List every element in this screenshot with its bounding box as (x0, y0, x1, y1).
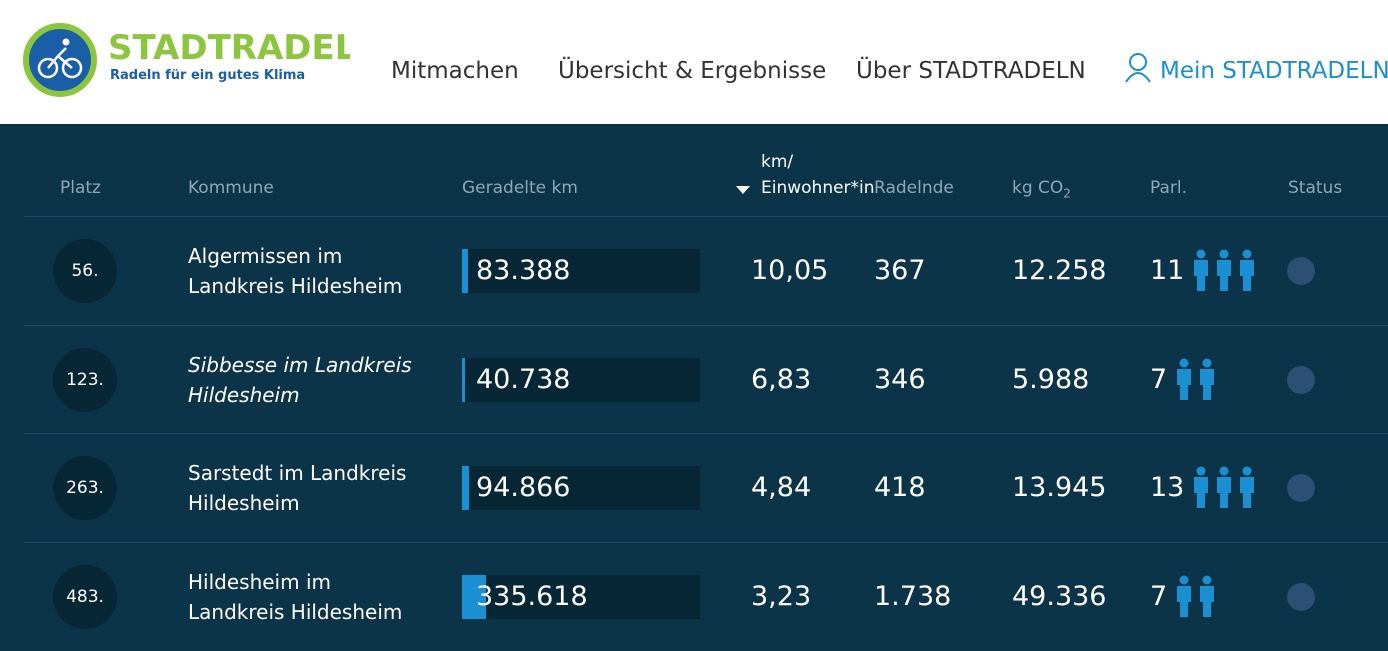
km-bar (462, 249, 468, 293)
column-header[interactable]: Kommune (188, 178, 274, 198)
table-row[interactable]: 263. Sarstedt im Landkreis Hildesheim 94.8… (24, 433, 1388, 542)
km-value: 335.618 (476, 580, 588, 612)
parliamentarians: 7 (1150, 580, 1168, 612)
km-box: 40.738 (462, 357, 700, 402)
sort-arrow[interactable] (735, 184, 751, 196)
municipality-name: Hildesheim im Landkreis Hildesheim (188, 569, 403, 624)
cyclists: 1.738 (874, 580, 952, 612)
parl-icons (1192, 466, 1262, 510)
account-icon[interactable] (1124, 52, 1152, 84)
header-text: kg CO (1012, 178, 1064, 198)
parl-icons (1175, 358, 1245, 402)
km-value: 83.388 (476, 255, 571, 286)
municipality-name: Sarstedt im Landkreis Hildesheim (188, 461, 407, 515)
logo-icon[interactable] (22, 22, 98, 98)
km-box: 83.388 (462, 249, 700, 293)
logo-title[interactable]: STADTRADELN (108, 28, 350, 68)
table-row[interactable]: 123. Sibbesse im Landkreis Hildesheim 40.7… (24, 324, 1388, 434)
nav-link[interactable]: Über STADTRADELN (856, 58, 1086, 84)
account-link[interactable]: Mein STADTRADELN (1160, 58, 1388, 84)
km-value: 40.738 (476, 363, 571, 395)
table-row[interactable]: 56. Algermissen im Landkreis Hildesheim 83… (24, 216, 1388, 325)
km-per-inhabitant: 10,05 (751, 255, 829, 286)
header-subscript: 2 (1063, 186, 1071, 201)
cyclists: 346 (874, 363, 926, 395)
rank-badge: 123. (53, 347, 117, 412)
results-table: Platz Kommune Geradelte km km/ Einwohner… (0, 124, 1388, 646)
status-dot (1287, 582, 1315, 611)
column-header[interactable]: kg CO2 (1012, 178, 1071, 200)
column-header[interactable]: Geradelte km (462, 178, 578, 198)
column-header[interactable]: Radelnde (874, 178, 954, 198)
status-dot (1287, 365, 1315, 394)
km-bar (462, 357, 465, 402)
column-header[interactable]: Einwohner*in (761, 178, 875, 198)
parliamentarians: 11 (1150, 255, 1185, 286)
km-per-inhabitant: 3,23 (751, 580, 812, 612)
column-header[interactable]: Platz (60, 178, 101, 198)
column-header[interactable]: km/ (761, 152, 794, 172)
co2: 49.336 (1012, 580, 1107, 612)
nav-link[interactable]: Übersicht & Ergebnisse (558, 58, 827, 84)
parl-icons (1175, 575, 1245, 619)
nav-link[interactable]: Mitmachen (391, 58, 519, 84)
km-box: 335.618 (462, 574, 700, 619)
co2: 5.988 (1012, 363, 1090, 395)
co2: 13.945 (1012, 472, 1107, 503)
status-dot (1287, 474, 1315, 502)
km-value: 94.866 (476, 472, 571, 503)
km-per-inhabitant: 6,83 (751, 363, 812, 395)
municipality-name: Algermissen im Landkreis Hildesheim (188, 244, 403, 298)
rank-badge: 56. (53, 239, 117, 303)
km-per-inhabitant: 4,84 (751, 472, 812, 503)
parliamentarians: 7 (1150, 363, 1168, 395)
parliamentarians: 13 (1150, 472, 1185, 503)
table-row[interactable]: 483. Hildesheim im Landkreis Hildesheim 33… (24, 541, 1388, 651)
site-header: STADTRADELN Radeln für ein gutes Klima M… (0, 0, 1388, 124)
municipality-name: Sibbesse im Landkreis Hildesheim (188, 352, 412, 407)
rank-badge: 483. (53, 564, 117, 629)
cyclists: 367 (874, 255, 926, 286)
status-dot (1287, 257, 1315, 285)
cyclists: 418 (874, 472, 926, 503)
km-box: 94.866 (462, 466, 700, 510)
km-bar (462, 466, 469, 510)
rank-badge: 263. (53, 456, 117, 520)
km-bar (462, 574, 487, 619)
logo-subtitle: Radeln für ein gutes Klima (110, 68, 306, 83)
parl-icons (1192, 249, 1262, 293)
column-header[interactable]: Status (1288, 178, 1343, 198)
co2: 12.258 (1012, 255, 1107, 286)
column-header[interactable]: Parl. (1150, 178, 1188, 198)
